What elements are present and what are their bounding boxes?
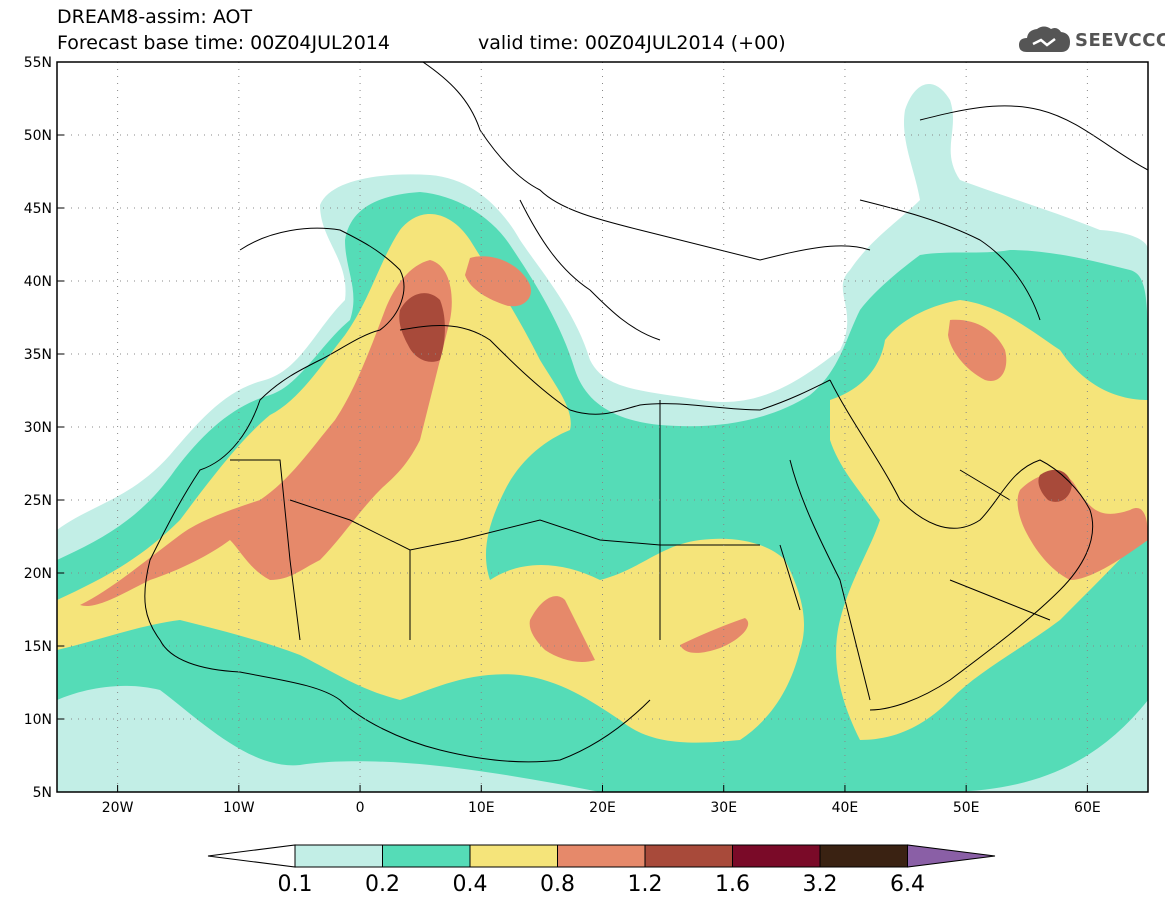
colorbar-label: 3.2 — [803, 872, 838, 897]
product-title: DREAM8-assim: AOT — [57, 6, 253, 28]
colorbar-label: 1.2 — [628, 872, 663, 897]
logo-text: SEEVCCC — [1075, 30, 1165, 51]
aot-contour-0.8-chad — [529, 596, 595, 662]
axis-ticks: 20W 10W 0 10E 20E 30E 40E 50E 60E 5N 10N 15N 20N 25N 3… — [24, 55, 1101, 816]
colorbar-label: 1.6 — [715, 872, 750, 897]
colorbar-bin — [819, 844, 908, 868]
colorbar-label: 0.2 — [365, 872, 400, 897]
lat-tick-label: 10N — [24, 712, 52, 728]
aot-contour-0.4-west — [57, 213, 805, 743]
colorbar-label: 0.4 — [453, 872, 488, 897]
lat-tick-label: 15N — [24, 639, 52, 655]
colorbar-bin — [557, 844, 646, 868]
colorbar-label: 0.8 — [540, 872, 575, 897]
lat-tick-label: 55N — [24, 55, 52, 71]
colorbar-bin — [382, 844, 471, 868]
lat-tick-label: 40N — [24, 274, 52, 290]
aot-contour-0.4-east — [830, 300, 1148, 740]
lon-tick-label: 30E — [710, 800, 737, 816]
lon-tick-label: 20W — [102, 800, 134, 816]
aot-contour-0.8 — [80, 260, 452, 606]
cloud-icon — [1019, 26, 1070, 52]
colorbar-bin — [644, 844, 733, 868]
valid-time: valid time: 00Z04JUL2014 (+00) — [478, 32, 786, 54]
coastlines — [144, 62, 1148, 763]
lon-tick-label: 40E — [832, 800, 859, 816]
aot-contour-0.8-sudan — [680, 618, 749, 653]
aot-contour-1.2 — [399, 293, 445, 362]
lon-tick-label: 0 — [356, 800, 365, 816]
lon-tick-label: 60E — [1074, 800, 1101, 816]
forecast-base-time: Forecast base time: 00Z04JUL2014 — [57, 32, 390, 54]
lat-tick-label: 20N — [24, 566, 52, 582]
colorbar-bin — [469, 844, 558, 868]
colorbar-label: 6.4 — [890, 872, 925, 897]
lat-tick-label: 45N — [24, 201, 52, 217]
colorbar-under-arrow — [207, 844, 296, 868]
lon-tick-label: 50E — [953, 800, 980, 816]
seevccc-logo: SEEVCCC — [1017, 22, 1165, 58]
lon-tick-label: 20E — [589, 800, 616, 816]
colorbar-over-arrow — [907, 844, 996, 868]
lat-tick-label: 35N — [24, 347, 52, 363]
aot-contour-0.8-iran — [948, 319, 1007, 381]
lon-tick-label: 10W — [223, 800, 255, 816]
aot-field — [57, 84, 1148, 792]
lat-tick-label: 5N — [33, 785, 52, 801]
colorbar-bin — [732, 844, 821, 868]
lon-tick-label: 10E — [468, 800, 495, 816]
colorbar-label: 0.1 — [278, 872, 313, 897]
lat-tick-label: 25N — [24, 493, 52, 509]
colorbar: 0.1 0.2 0.4 0.8 1.2 1.6 3.2 6.4 — [207, 844, 996, 897]
colorbar-bin — [294, 844, 383, 868]
map-gridlines — [57, 61, 1148, 793]
lat-tick-label: 50N — [24, 128, 52, 144]
lat-tick-label: 30N — [24, 420, 52, 436]
aot-contour-1.2-gulf — [1038, 469, 1072, 502]
